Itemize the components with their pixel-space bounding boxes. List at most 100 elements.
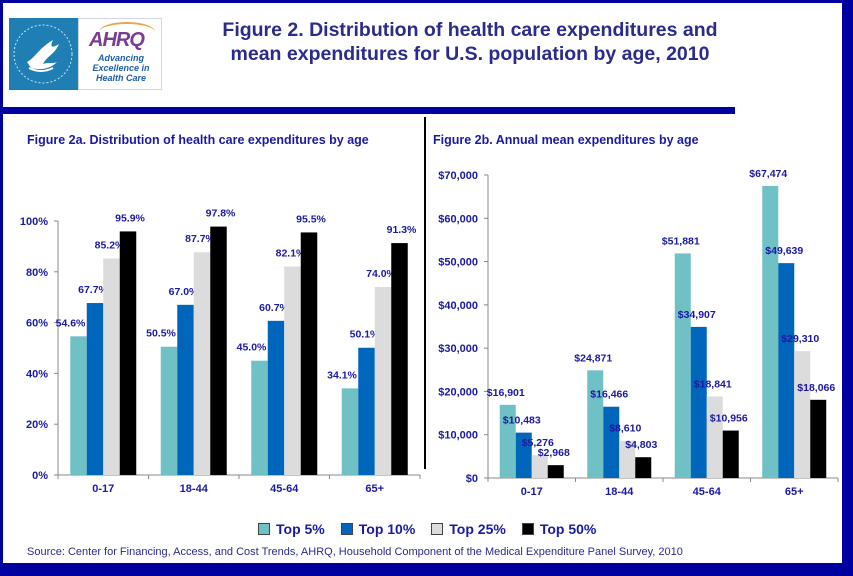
bar-top-50--0-17 xyxy=(547,465,564,478)
y-tick-label: 40% xyxy=(26,368,48,380)
data-label: 67.7% xyxy=(78,284,108,296)
bar-top-10--65+ xyxy=(358,347,375,475)
bar-top-5--18-44 xyxy=(587,370,604,478)
bar-top-10--18-44 xyxy=(603,406,620,478)
ahrq-brand: AHRQ Advancing Excellence in Health Care xyxy=(78,18,162,90)
title-line: mean expenditures for U.S. population by… xyxy=(230,43,710,65)
data-label: 95.5% xyxy=(296,213,326,225)
x-tick-label: 45-64 xyxy=(693,486,722,498)
legend-label: Top 25% xyxy=(449,521,506,537)
page-title: Figure 2. Distribution of health care ex… xyxy=(190,18,750,66)
x-tick-label: 0-17 xyxy=(521,486,543,498)
y-tick-label: $40,000 xyxy=(438,300,478,312)
x-tick-label: 0-17 xyxy=(92,483,114,495)
chart-b-title: Figure 2b. Annual mean expenditures by a… xyxy=(433,133,699,147)
bar-top-5--45-64 xyxy=(251,360,268,475)
data-label: $10,956 xyxy=(710,413,748,425)
title-line: Figure 2. Distribution of health care ex… xyxy=(222,19,718,41)
bar-top-50--65+ xyxy=(810,399,827,478)
data-label: $29,310 xyxy=(781,333,819,345)
x-tick-label: 45-64 xyxy=(270,483,299,495)
x-tick-label: 18-44 xyxy=(605,486,634,498)
bar-top-5--0-17 xyxy=(70,336,87,475)
bar-top-10--18-44 xyxy=(177,304,194,475)
data-label: $51,881 xyxy=(662,235,700,247)
data-label: $4,803 xyxy=(625,439,657,451)
data-label: 54.6% xyxy=(56,317,86,329)
bar-top-25--0-17 xyxy=(103,258,120,475)
panel-divider xyxy=(424,117,426,469)
bar-top-25--18-44 xyxy=(619,440,636,478)
y-tick-label: 20% xyxy=(26,419,48,431)
bar-top-5--45-64 xyxy=(674,253,691,478)
data-label: 45.0% xyxy=(237,342,267,354)
y-tick-label: 0% xyxy=(32,470,48,482)
y-tick-label: 60% xyxy=(26,318,48,330)
data-label: $49,639 xyxy=(765,245,803,257)
legend-label: Top 50% xyxy=(539,521,597,537)
source-note: Source: Center for Financing, Access, an… xyxy=(27,546,683,558)
bar-top-25--18-44 xyxy=(193,252,211,475)
y-tick-label: $10,000 xyxy=(438,430,478,442)
data-label: 60.7% xyxy=(259,302,289,314)
bar-top-5--65+ xyxy=(341,388,359,475)
data-label: 85.2% xyxy=(95,240,125,252)
x-tick-label: 18-44 xyxy=(180,483,209,495)
data-label: 87.7% xyxy=(185,233,215,245)
legend-label: Top 5% xyxy=(276,521,325,537)
data-label: 67.0% xyxy=(169,286,199,298)
ahrq-tagline: Advancing Excellence in Health Care xyxy=(79,53,163,83)
data-label: $18,841 xyxy=(694,378,732,390)
y-tick-label: 80% xyxy=(26,267,48,279)
bar-top-50--45-64 xyxy=(300,232,318,475)
header-divider xyxy=(0,107,735,114)
legend-swatch xyxy=(340,523,353,535)
data-label: $34,907 xyxy=(678,309,716,321)
y-tick-label: $20,000 xyxy=(438,386,478,398)
y-tick-label: $60,000 xyxy=(438,213,478,225)
legend-swatch xyxy=(258,523,270,535)
legend-item-top25: Top 25% xyxy=(431,521,506,537)
bar-top-5--65+ xyxy=(762,185,779,479)
bar-top-10--45-64 xyxy=(267,320,285,475)
data-label: 74.0% xyxy=(366,268,396,280)
data-label: 91.3% xyxy=(387,224,417,236)
y-tick-label: $70,000 xyxy=(438,170,478,182)
data-label: $2,968 xyxy=(538,447,570,459)
chart-a-title: Figure 2a. Distribution of health care e… xyxy=(27,133,369,147)
data-label: 50.5% xyxy=(146,328,176,340)
hhs-seal-logo xyxy=(9,18,78,90)
legend-label: Top 10% xyxy=(358,521,416,537)
legend-item-top5: Top 5% xyxy=(258,521,325,537)
data-label: 82.1% xyxy=(276,247,306,259)
data-label: $18,066 xyxy=(797,382,835,394)
x-tick-label: 65+ xyxy=(785,486,804,498)
tagline-line: Health Care xyxy=(95,73,147,83)
legend-item-top50: Top 50% xyxy=(521,521,597,537)
bar-top-10--0-17 xyxy=(86,303,104,475)
data-label: 95.9% xyxy=(115,212,145,224)
bar-top-50--18-44 xyxy=(635,457,652,478)
y-tick-label: $30,000 xyxy=(438,343,478,355)
data-label: $67,474 xyxy=(749,168,787,180)
bar-top-25--65+ xyxy=(794,351,811,478)
data-label: 50.1% xyxy=(350,329,380,341)
data-label: $16,901 xyxy=(487,387,525,399)
legend-swatch xyxy=(431,523,444,535)
legend-item-top10: Top 10% xyxy=(340,521,416,537)
bar-top-10--45-64 xyxy=(690,326,707,478)
y-tick-label: $0 xyxy=(466,473,478,485)
bar-top-50--18-44 xyxy=(210,226,227,475)
y-tick-label: $50,000 xyxy=(438,257,478,269)
x-tick-label: 65+ xyxy=(365,483,384,495)
bar-top-25--45-64 xyxy=(284,266,301,475)
legend-swatch xyxy=(521,523,534,535)
eagle-icon xyxy=(13,24,73,84)
data-label: $5,276 xyxy=(522,437,554,449)
ahrq-wordmark: AHRQ xyxy=(89,29,145,51)
data-label: 97.8% xyxy=(206,208,236,220)
tagline-line: Excellence in xyxy=(92,63,150,73)
logo-arc xyxy=(99,22,155,42)
bar-top-50--0-17 xyxy=(119,231,137,475)
